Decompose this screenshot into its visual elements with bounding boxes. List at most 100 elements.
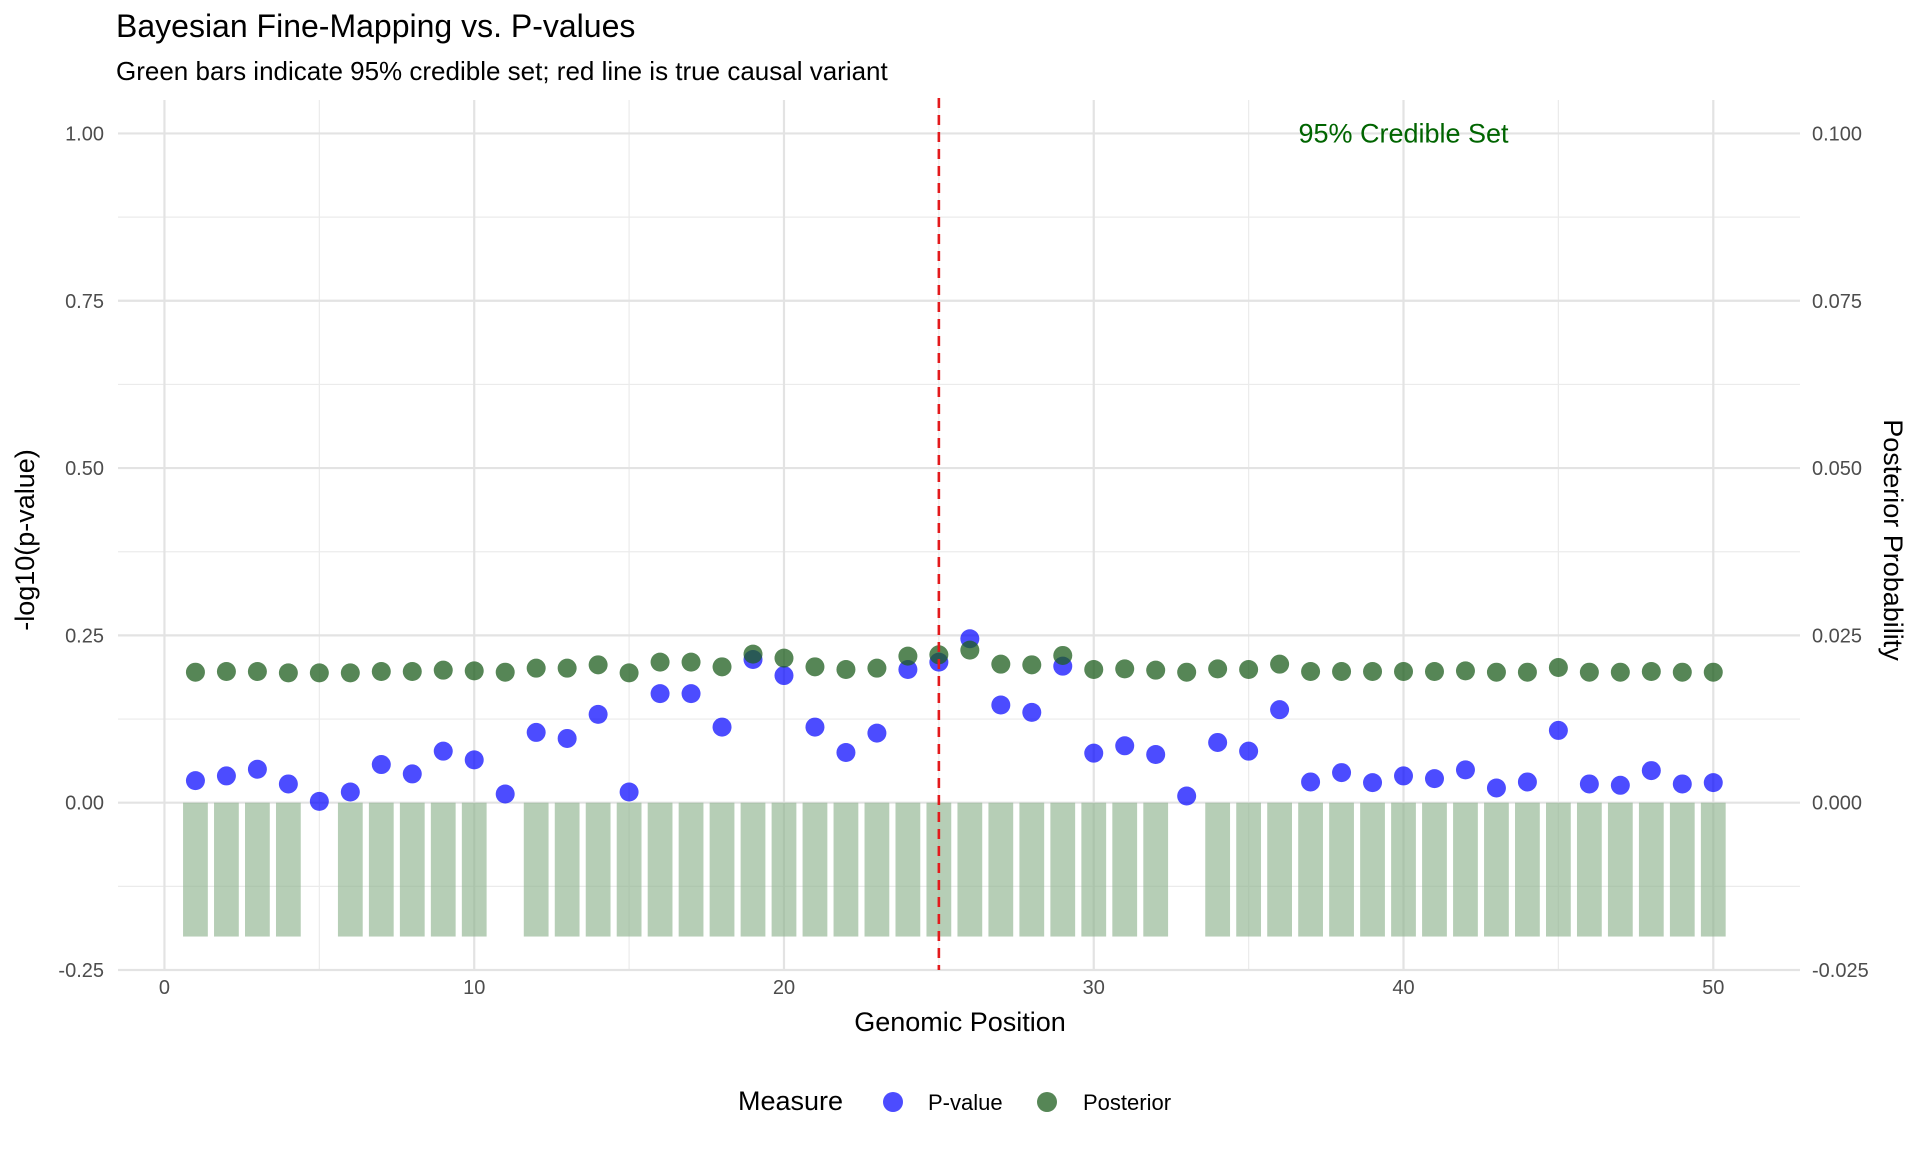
- chart-subtitle: Green bars indicate 95% credible set; re…: [116, 56, 888, 86]
- y-tick-label: 0.75: [65, 291, 104, 313]
- credible-set-bar: [368, 802, 394, 937]
- credible-set-bar: [554, 802, 580, 937]
- posterior-point: [1424, 662, 1444, 682]
- pvalue-point: [1548, 720, 1568, 740]
- pvalue-point: [216, 766, 236, 786]
- x-tick-label: 20: [773, 977, 795, 999]
- y-tick-label: -0.25: [58, 960, 104, 982]
- credible-set-bar: [1545, 802, 1571, 937]
- credible-set-bar: [1298, 802, 1323, 937]
- credible-set-bar: [771, 802, 797, 937]
- pvalue-point: [247, 759, 267, 779]
- credible-set-bar: [275, 802, 301, 937]
- pvalue-point: [1146, 745, 1166, 765]
- y2-tick-label: 0.050: [1812, 458, 1862, 480]
- posterior-point: [991, 654, 1011, 674]
- pvalue-point: [1084, 743, 1104, 763]
- pvalue-point: [185, 771, 205, 791]
- pvalue-point: [1270, 700, 1290, 720]
- pvalue-point: [1239, 741, 1259, 761]
- posterior-point: [1641, 662, 1661, 682]
- posterior-point: [185, 662, 205, 682]
- credible-set-bar: [709, 802, 735, 937]
- posterior-point: [1548, 658, 1568, 678]
- x-tick-labels: 0 10 20 30 40 50: [159, 977, 1724, 999]
- credible-set-annotation: 95% Credible Set: [1298, 118, 1509, 148]
- posterior-point: [588, 655, 608, 675]
- posterior-point: [805, 657, 825, 677]
- pvalue-point: [557, 728, 577, 748]
- credible-set-bars: [183, 802, 1726, 937]
- pvalue-point: [588, 704, 608, 724]
- credible-set-bar: [678, 802, 704, 937]
- credible-set-bar: [1391, 802, 1416, 937]
- credible-set-bar: [647, 802, 673, 937]
- pvalue-point: [1610, 775, 1630, 795]
- posterior-point: [1394, 662, 1414, 682]
- posterior-point: [774, 648, 794, 668]
- posterior-point: [1270, 654, 1290, 674]
- posterior-point: [1022, 655, 1042, 675]
- posterior-point: [216, 662, 236, 682]
- pvalue-point: [1486, 778, 1506, 798]
- y-tick-label: 0.00: [65, 793, 104, 815]
- pvalue-point: [1517, 772, 1537, 792]
- posterior-point: [247, 662, 267, 682]
- posterior-point: [743, 644, 763, 664]
- credible-set-bar: [1050, 802, 1076, 937]
- pvalue-point: [1579, 774, 1599, 794]
- posterior-points: [185, 640, 1723, 683]
- pvalue-point: [1301, 772, 1321, 792]
- pvalue-point: [1641, 761, 1661, 781]
- posterior-point: [1208, 659, 1228, 679]
- legend-pvalue-label: P-value: [928, 1090, 1003, 1115]
- pvalue-point: [774, 666, 794, 686]
- y-tick-label: 0.25: [65, 625, 104, 647]
- pvalue-point: [1363, 773, 1383, 793]
- posterior-point: [1146, 660, 1166, 680]
- pvalue-point: [495, 784, 515, 804]
- pvalue-point: [991, 695, 1011, 715]
- posterior-point: [650, 652, 670, 672]
- posterior-point: [557, 658, 577, 678]
- credible-set-bar: [214, 802, 239, 937]
- legend-pvalue-marker: [883, 1092, 903, 1112]
- y-tick-labels: -0.25 0.00 0.25 0.50 0.75 1.00: [58, 123, 104, 982]
- legend-title: Measure: [738, 1086, 843, 1116]
- pvalue-point: [1394, 766, 1414, 786]
- credible-set-bar: [1081, 802, 1107, 937]
- pvalue-point: [340, 782, 360, 802]
- posterior-point: [340, 663, 360, 683]
- posterior-point: [1610, 662, 1630, 682]
- x-tick-label: 30: [1083, 977, 1105, 999]
- pvalue-point: [1177, 786, 1197, 806]
- pvalue-point: [278, 774, 298, 794]
- pvalue-point: [1672, 774, 1692, 794]
- pvalue-point: [1455, 760, 1475, 780]
- credible-set-bar: [1453, 802, 1478, 937]
- posterior-point: [1115, 659, 1135, 679]
- y-tick-label: 1.00: [65, 123, 104, 145]
- x-tick-label: 10: [463, 977, 485, 999]
- credible-set-bar: [864, 802, 890, 937]
- credible-set-bar: [1360, 802, 1385, 937]
- x-tick-label: 0: [159, 977, 170, 999]
- chart-title: Bayesian Fine-Mapping vs. P-values: [116, 8, 636, 44]
- pvalue-point: [712, 717, 732, 737]
- credible-set-bar: [337, 802, 363, 937]
- pvalue-point: [1208, 732, 1228, 752]
- pvalue-point: [1332, 763, 1352, 783]
- posterior-point: [309, 663, 329, 683]
- credible-set-bar: [245, 802, 270, 937]
- posterior-point: [1332, 662, 1352, 682]
- x-axis-title: Genomic Position: [854, 1007, 1066, 1037]
- posterior-point: [712, 657, 732, 677]
- pvalue-point: [1424, 769, 1444, 789]
- credible-set-bar: [833, 802, 859, 937]
- posterior-point: [1301, 662, 1321, 682]
- posterior-point: [960, 640, 980, 660]
- pvalue-point: [836, 743, 856, 762]
- credible-set-bar: [616, 802, 642, 937]
- y2-axis-title: Posterior Probability: [1878, 419, 1908, 661]
- credible-set-bar: [183, 802, 208, 937]
